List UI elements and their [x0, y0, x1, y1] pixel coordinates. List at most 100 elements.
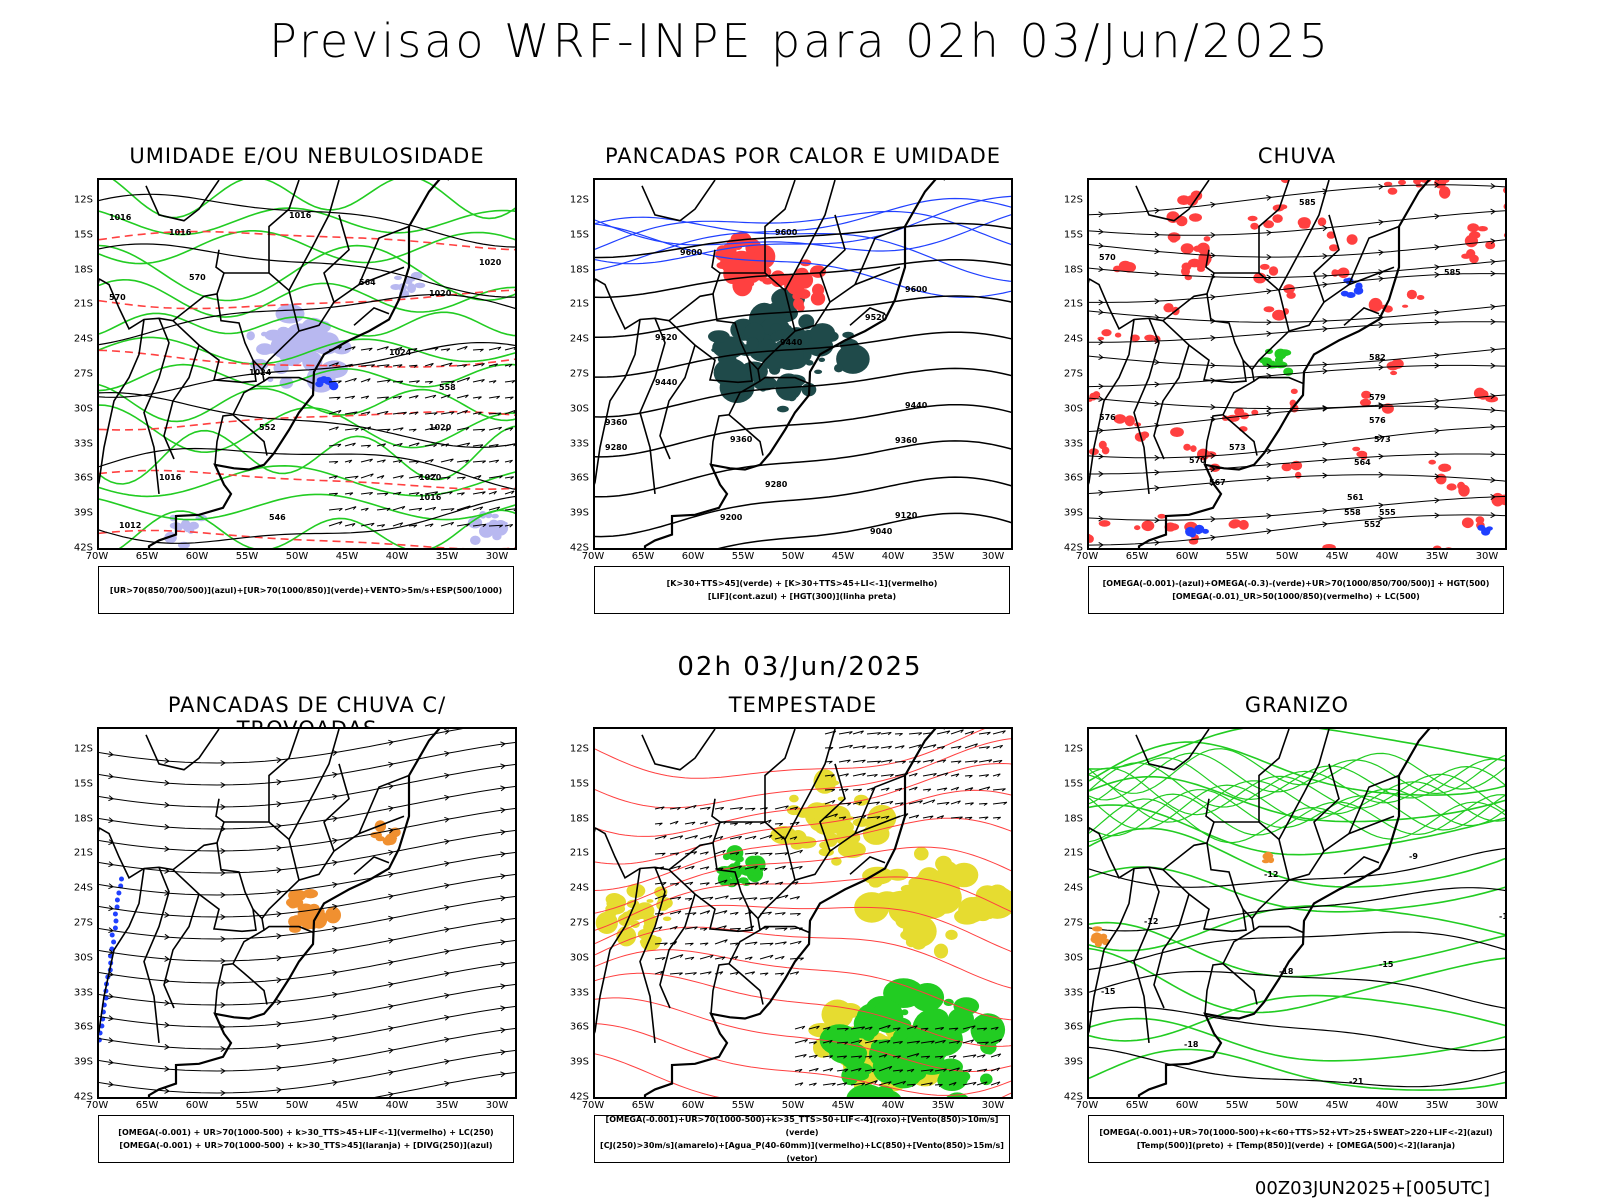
rain-core [1346, 292, 1356, 298]
streamline-arrow [108, 817, 114, 824]
wind-vector [976, 1054, 986, 1058]
longitude-tick-label: 60W [681, 551, 705, 562]
state-border [759, 925, 810, 934]
streamline-arrow [276, 933, 282, 940]
longitude-tick-label: 30W [485, 551, 509, 562]
state-border [641, 180, 716, 222]
wind-vector [456, 377, 471, 383]
streamline-arrow [108, 1059, 114, 1066]
wind-vector [504, 427, 514, 431]
streamline-arrow [1378, 453, 1384, 460]
wind-vector [962, 1025, 976, 1030]
contour-label: 9440 [905, 401, 928, 410]
wind-vector [376, 379, 391, 383]
temp-850-contour [1089, 748, 1505, 794]
wind-vector [920, 1040, 935, 1044]
streamline-arrow [164, 823, 170, 830]
wind-vector [488, 395, 501, 400]
temp-850-contour [1089, 994, 1505, 1042]
instability-area [713, 358, 748, 388]
streamline-arrow [1434, 319, 1440, 326]
state-border [99, 868, 145, 1034]
wind-vector [699, 927, 708, 932]
wind-vector [488, 490, 497, 495]
height-300-contour [595, 258, 1011, 299]
state-border [668, 293, 753, 384]
rain-area [1247, 215, 1258, 222]
wind-vector [699, 942, 709, 946]
streamline-arrow [1266, 330, 1272, 337]
coastline-east [1137, 180, 1439, 548]
longitude-tick-label: 50W [781, 551, 805, 562]
wind-vector [440, 380, 455, 384]
wind-vector [774, 805, 789, 810]
streamline-arrow [1154, 270, 1160, 277]
wind-vector [824, 799, 836, 805]
forecast-time-stamp: 02h 03/Jun/2025 [677, 652, 923, 682]
streamline-arrow [164, 933, 170, 940]
humidity-low-level-contour [99, 493, 515, 521]
rain-area [1124, 415, 1135, 427]
wind-vector [864, 1055, 873, 1059]
streamline-arrow [1490, 406, 1496, 413]
state-border [145, 180, 220, 222]
streamline-arrow [332, 859, 338, 866]
streamline [1089, 239, 1505, 258]
contour-label: 555 [1379, 508, 1396, 517]
wind-vector [440, 394, 451, 399]
rain-area [1157, 513, 1166, 519]
wind-vector [836, 1041, 849, 1045]
latitude-tick-label: 39S [1063, 507, 1083, 519]
state-border [819, 214, 846, 303]
wind-vector [328, 443, 342, 448]
wind-vector [376, 396, 390, 400]
wind-vector [838, 816, 847, 820]
contour-label: 1012 [119, 521, 141, 530]
temp-850-contour [1089, 1048, 1505, 1091]
rain-area [1089, 533, 1092, 541]
streamline-arrow [500, 1005, 506, 1012]
wind-vector [922, 799, 936, 805]
legend-line: [K>30+TTS>45](verde) + [K>30+TTS>45+LI<-… [666, 579, 938, 588]
wind-vector [392, 475, 404, 479]
legend-line: [LIF](cont.azul) + [HGT(300)](linha pret… [707, 592, 897, 601]
rain-area [1250, 222, 1259, 230]
pressure-contour [99, 447, 515, 490]
longitude-tick-label: 60W [185, 551, 209, 562]
streamline [1089, 453, 1505, 475]
wind-vector [990, 1081, 1001, 1086]
humidity-mid-level-area [246, 331, 255, 341]
wind-vector [408, 380, 420, 384]
wind-vector [789, 836, 798, 840]
humidity-low-level-contour [99, 207, 515, 236]
streamline-arrow [332, 837, 338, 844]
rain-area [1193, 245, 1203, 252]
rain-area [1477, 226, 1488, 232]
wind-vector [440, 428, 450, 432]
wind-vector [654, 822, 663, 826]
state-border [849, 855, 886, 875]
wind-850-area [741, 866, 754, 876]
streamline-arrow [1434, 473, 1440, 480]
longitude-tick-label: 30W [981, 1100, 1005, 1111]
streamline-arrow [332, 771, 338, 778]
wind-vector [794, 1054, 807, 1058]
wind-vector [936, 730, 951, 735]
wind-vector [992, 788, 1006, 792]
streamline [1089, 364, 1505, 388]
state-border [268, 180, 300, 273]
streamline-arrow [1266, 194, 1272, 201]
wind-vector [892, 1041, 903, 1045]
wind-vector [440, 443, 450, 447]
temp-850-contour [1089, 827, 1505, 888]
streamline-arrow [332, 947, 338, 954]
wind-vector [440, 476, 451, 480]
streamline [99, 729, 463, 764]
streamline-arrow [1266, 448, 1272, 455]
divergence-marker [116, 890, 122, 896]
wind-vector [978, 816, 989, 820]
height-300-contour [595, 295, 1011, 338]
streamline-arrow [388, 1003, 394, 1010]
streamline [1089, 210, 1505, 236]
instability-area [787, 391, 797, 402]
